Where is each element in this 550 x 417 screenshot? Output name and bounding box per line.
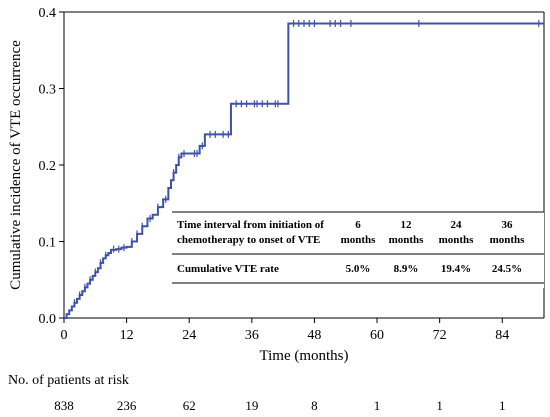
inset-header-label-line1: Time interval from initiation of [177,219,324,231]
x-tick-label: 60 [370,328,384,343]
risk-value: 1 [499,398,506,413]
inset-col-6-line2: months [341,234,377,246]
risk-value: 8 [311,398,318,413]
x-tick-label: 12 [120,328,134,343]
y-tick-label: 0.4 [39,6,57,21]
risk-value: 1 [374,398,381,413]
censor-marks [73,19,540,307]
inset-col-6-line1: 6 [355,219,361,231]
risk-value: 1 [436,398,443,413]
y-ticks: 0.0 0.1 0.2 0.3 0.4 [39,6,64,327]
x-tick-label: 24 [182,328,196,343]
inset-col-24-line1: 24 [451,219,463,231]
y-tick-label: 0.1 [39,236,57,251]
risk-value: 236 [117,398,137,413]
risk-value: 62 [183,398,196,413]
inset-value-12: 8.9% [394,263,419,275]
y-tick-label: 0.2 [39,159,57,174]
inset-col-12-line1: 12 [401,219,413,231]
y-tick-label: 0.0 [39,312,57,327]
risk-value: 19 [245,398,258,413]
inset-value-36: 24.5% [492,263,522,275]
inset-table-background [172,212,544,288]
inset-table: Time interval from initiation of chemoth… [172,211,544,288]
cumulative-incidence-curve [64,22,544,319]
x-tick-label: 48 [307,328,321,343]
x-tick-label: 36 [245,328,259,343]
x-tick-label: 0 [61,328,68,343]
inset-value-6: 5.0% [346,263,371,275]
series-group [64,22,544,319]
inset-col-36-line1: 36 [502,219,514,231]
risk-value: 838 [54,398,74,413]
inset-col-36-line2: months [490,234,526,246]
x-axis-label: Time (months) [259,348,348,364]
x-tick-label: 72 [433,328,447,343]
x-ticks: 0 12 24 36 48 60 72 84 [61,318,509,343]
y-axis-label: Cumulative incidence of VTE occurrence [8,40,24,290]
inset-value-24: 19.4% [441,263,471,275]
y-tick-label: 0.3 [39,83,57,98]
risk-values: 838 236 62 19 8 1 1 1 [54,398,505,413]
risk-table-label: No. of patients at risk [8,373,129,388]
inset-col-12-line2: months [389,234,425,246]
inset-col-24-line2: months [439,234,475,246]
x-tick-label: 84 [495,328,509,343]
inset-header-label-line2: chemotherapy to onset of VTE [177,234,320,246]
inset-row-label: Cumulative VTE rate [177,263,279,275]
